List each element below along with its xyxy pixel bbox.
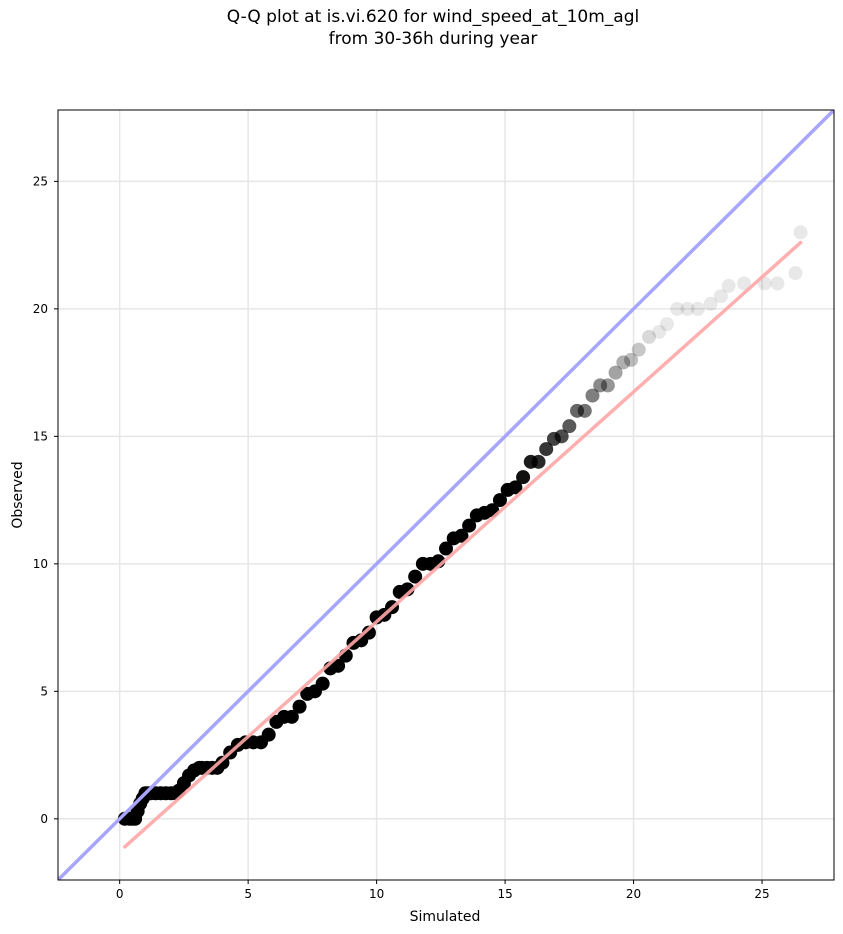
scatter-point <box>652 324 667 339</box>
reference-lines <box>58 110 834 880</box>
scatter-point <box>600 378 615 393</box>
scatter-point <box>631 342 646 357</box>
scatter-point <box>292 699 307 714</box>
scatter-point <box>331 658 346 673</box>
scatter-point <box>670 301 685 316</box>
scatter-point <box>770 276 785 291</box>
scatter-point <box>361 625 376 640</box>
scatter-point <box>788 266 803 281</box>
y-tick-label: 0 <box>40 812 48 826</box>
scatter-point <box>531 454 546 469</box>
plot-frame <box>57 109 835 881</box>
scatter-point <box>408 569 423 584</box>
y-tick-label: 25 <box>33 174 48 188</box>
chart-title: Q-Q plot at is.vi.620 for wind_speed_at_… <box>226 7 640 27</box>
scatter-point <box>215 755 230 770</box>
scatter-point <box>261 727 276 742</box>
scatter-point <box>593 378 608 393</box>
scatter-point <box>721 278 736 293</box>
x-tick-label: 5 <box>244 887 252 901</box>
scatter-point <box>439 541 453 556</box>
scatter-point <box>516 470 531 485</box>
plot-area <box>58 110 834 880</box>
x-tick-label: 10 <box>369 887 384 901</box>
regression-line <box>123 240 803 849</box>
scatter-point <box>680 301 695 316</box>
y-axis-label: Observed <box>10 461 26 528</box>
scatter-point <box>454 528 469 543</box>
y-tick-label: 5 <box>40 684 48 698</box>
chart-title-block: Q-Q plot at is.vi.620 for wind_speed_at_… <box>0 6 843 50</box>
x-tick-label: 15 <box>497 887 512 901</box>
scatter-point <box>462 518 477 533</box>
scatter-point <box>608 365 623 380</box>
scatter-point <box>690 301 705 316</box>
scatter-point <box>737 276 752 291</box>
scatter-point <box>616 355 631 370</box>
scatter-point <box>624 352 639 367</box>
chart-subtitle: from 30-36h during year <box>328 29 538 49</box>
axis-ticks: 0 5 10 15 20 25 0 5 10 15 20 25 <box>33 174 770 901</box>
x-axis-label: Simulated <box>410 909 481 925</box>
x-tick-label: 20 <box>626 887 641 901</box>
scatter-point <box>641 329 656 344</box>
scatter-point <box>539 442 554 457</box>
y-tick-label: 20 <box>33 302 48 316</box>
x-tick-label: 0 <box>116 887 124 901</box>
scatter-point <box>659 317 674 332</box>
scatter-point <box>492 493 507 508</box>
scatter-point <box>562 419 577 434</box>
y-tick-label: 10 <box>33 557 48 571</box>
scatter-point <box>703 296 718 311</box>
scatter-point <box>554 429 569 444</box>
x-tick-label: 25 <box>754 887 769 901</box>
scatter-point <box>284 709 299 724</box>
scatter-point <box>508 480 523 495</box>
grid <box>58 110 834 880</box>
scatter-point <box>315 676 330 691</box>
scatter-point <box>577 403 592 418</box>
scatter-point <box>793 225 808 240</box>
scatter-points <box>117 225 808 826</box>
scatter-point <box>585 388 600 403</box>
scatter-point <box>713 289 728 304</box>
y-tick-label: 15 <box>33 429 48 443</box>
identity-line <box>58 110 834 880</box>
